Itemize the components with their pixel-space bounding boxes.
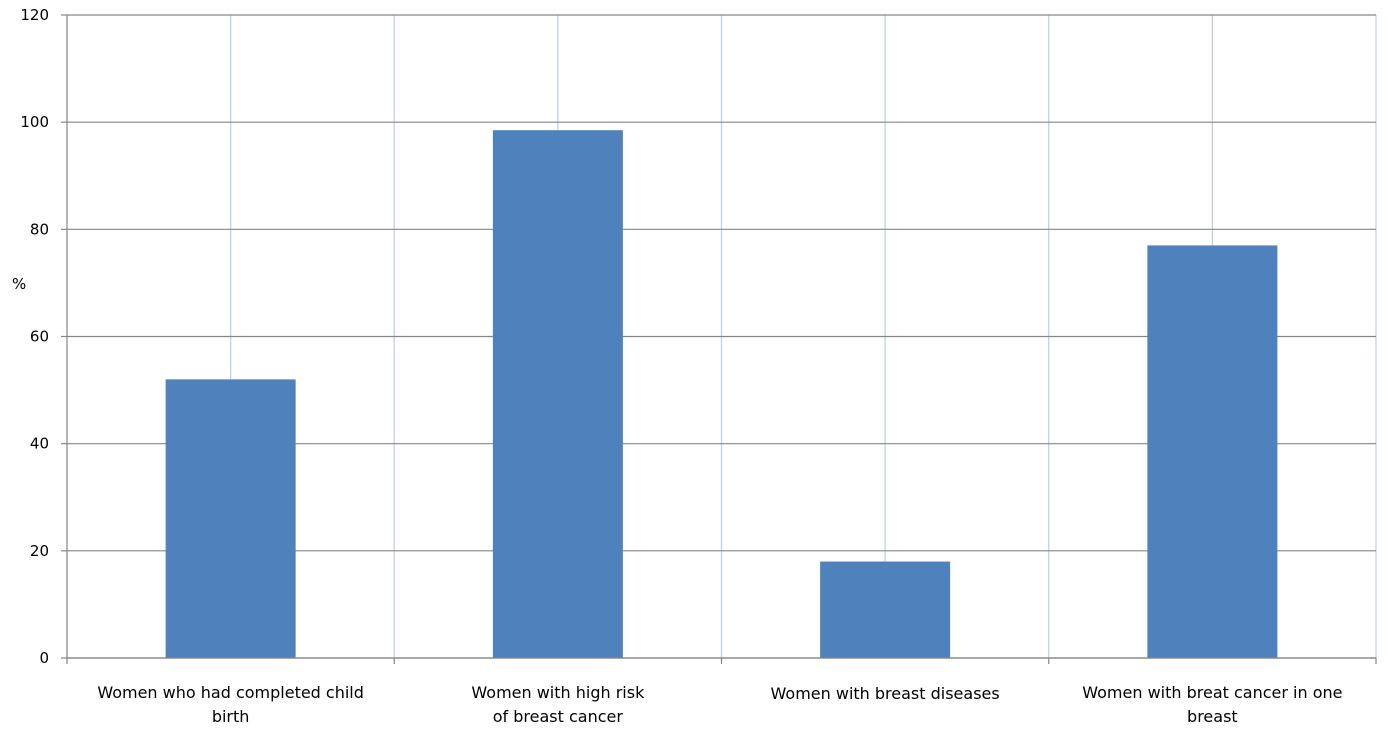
bars-layer — [165, 130, 1278, 659]
y-axis-title: % — [12, 275, 26, 293]
x-category-label: Women who had completed child birth — [97, 683, 364, 726]
y-tick-label: 100 — [20, 113, 49, 131]
labels-layer: % 0 20 40 60 80 100 120 Women who had completed… — [12, 6, 1343, 726]
y-tick-label: 40 — [30, 435, 49, 453]
bar — [165, 379, 296, 658]
y-tick-label: 120 — [20, 6, 49, 24]
bar — [492, 130, 623, 658]
axes-layer — [61, 14, 1377, 664]
y-tick-label: 80 — [30, 220, 49, 238]
bar — [820, 561, 951, 658]
x-category-label: Women with breat cancer in one breast — [1082, 683, 1342, 726]
y-tick-label: 0 — [39, 649, 49, 667]
bar — [1147, 245, 1278, 659]
y-tick-label: 60 — [30, 328, 49, 346]
y-tick-label: 20 — [30, 542, 49, 560]
x-category-label: Women with breast diseases — [771, 684, 1000, 703]
x-category-label: Women with high risk of breast cancer — [471, 683, 645, 726]
